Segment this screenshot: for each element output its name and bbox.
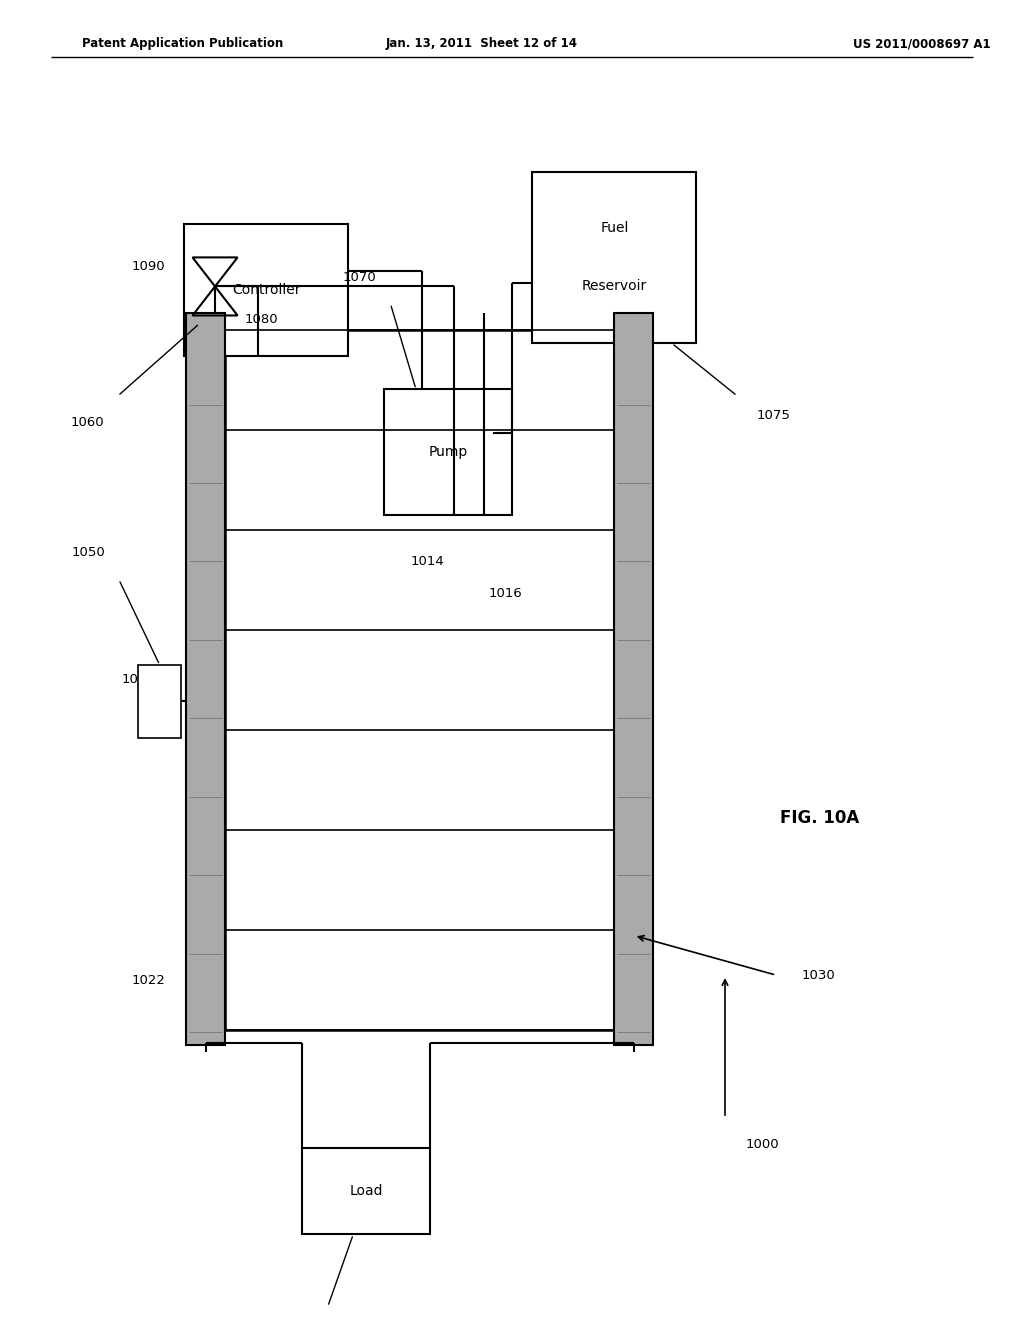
- Text: US 2011/0008697 A1: US 2011/0008697 A1: [853, 37, 990, 50]
- FancyBboxPatch shape: [302, 1148, 430, 1234]
- Text: Controller: Controller: [232, 284, 300, 297]
- Text: 1016: 1016: [489, 587, 522, 601]
- Text: FIG. 10A: FIG. 10A: [779, 809, 859, 828]
- FancyBboxPatch shape: [225, 330, 614, 1030]
- FancyBboxPatch shape: [384, 389, 512, 515]
- Text: 1022: 1022: [131, 974, 166, 987]
- FancyBboxPatch shape: [138, 665, 181, 738]
- Text: 1070: 1070: [343, 271, 377, 284]
- Text: 1080: 1080: [245, 313, 278, 326]
- Text: 1030: 1030: [802, 969, 836, 982]
- FancyBboxPatch shape: [532, 172, 696, 343]
- Text: 1014: 1014: [411, 554, 444, 568]
- Text: 1020: 1020: [122, 673, 155, 686]
- Text: 1060: 1060: [71, 416, 103, 429]
- Text: Fuel: Fuel: [600, 222, 629, 235]
- FancyBboxPatch shape: [614, 313, 653, 1045]
- Text: 1000: 1000: [745, 1138, 779, 1151]
- Text: Load: Load: [349, 1184, 383, 1199]
- Text: Jan. 13, 2011  Sheet 12 of 14: Jan. 13, 2011 Sheet 12 of 14: [385, 37, 578, 50]
- Text: Pump: Pump: [428, 445, 468, 459]
- Text: 1050: 1050: [72, 546, 104, 560]
- Text: Patent Application Publication: Patent Application Publication: [82, 37, 284, 50]
- Text: 1075: 1075: [756, 409, 791, 422]
- FancyBboxPatch shape: [184, 224, 348, 356]
- Text: Reservoir: Reservoir: [582, 280, 647, 293]
- FancyBboxPatch shape: [186, 313, 225, 1045]
- Text: 1090: 1090: [132, 260, 165, 273]
